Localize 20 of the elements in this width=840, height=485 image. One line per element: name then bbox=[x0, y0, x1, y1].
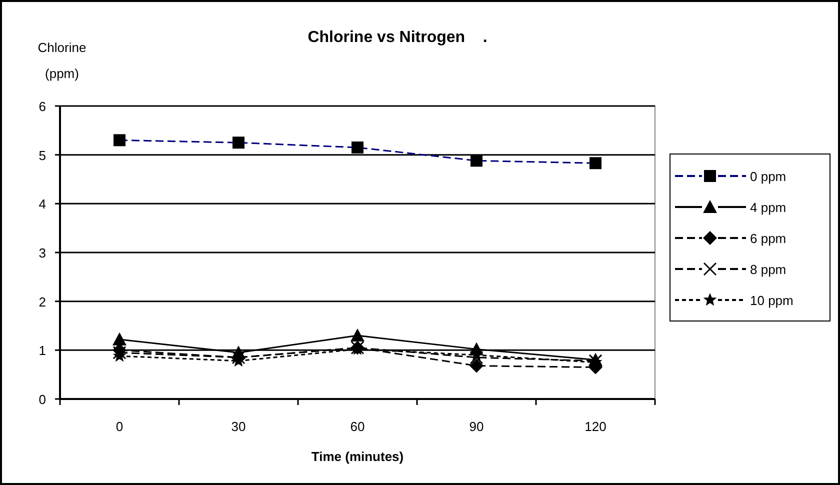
y-axis-title: Chlorine (ppm) bbox=[38, 40, 86, 81]
legend-label: 0 ppm bbox=[750, 169, 786, 184]
y-tick-label: 4 bbox=[38, 196, 46, 212]
y-tick-label: 0 bbox=[38, 392, 46, 407]
x-tick-label: 120 bbox=[584, 419, 606, 434]
x-axis-title: Time (minutes) bbox=[311, 449, 404, 464]
legend-label: 10 ppm bbox=[750, 293, 794, 308]
x-tick-label: 60 bbox=[350, 419, 365, 434]
x-tick-label: 90 bbox=[469, 419, 484, 434]
y-tick-label: 2 bbox=[38, 294, 46, 310]
legend-label: 4 ppm bbox=[750, 200, 786, 215]
x-tick-label: 30 bbox=[231, 419, 246, 434]
legend-label: 8 ppm bbox=[750, 262, 786, 277]
legend-label: 6 ppm bbox=[750, 231, 786, 246]
y-tick-label: 3 bbox=[38, 246, 46, 260]
y-tick-label: 5 bbox=[38, 148, 46, 163]
y-tick-label: 6 bbox=[38, 99, 46, 114]
x-tick-label: 0 bbox=[116, 419, 124, 434]
y-tick-label: 1 bbox=[38, 343, 46, 358]
chart-title: Chlorine vs Nitrogen . bbox=[308, 29, 488, 46]
